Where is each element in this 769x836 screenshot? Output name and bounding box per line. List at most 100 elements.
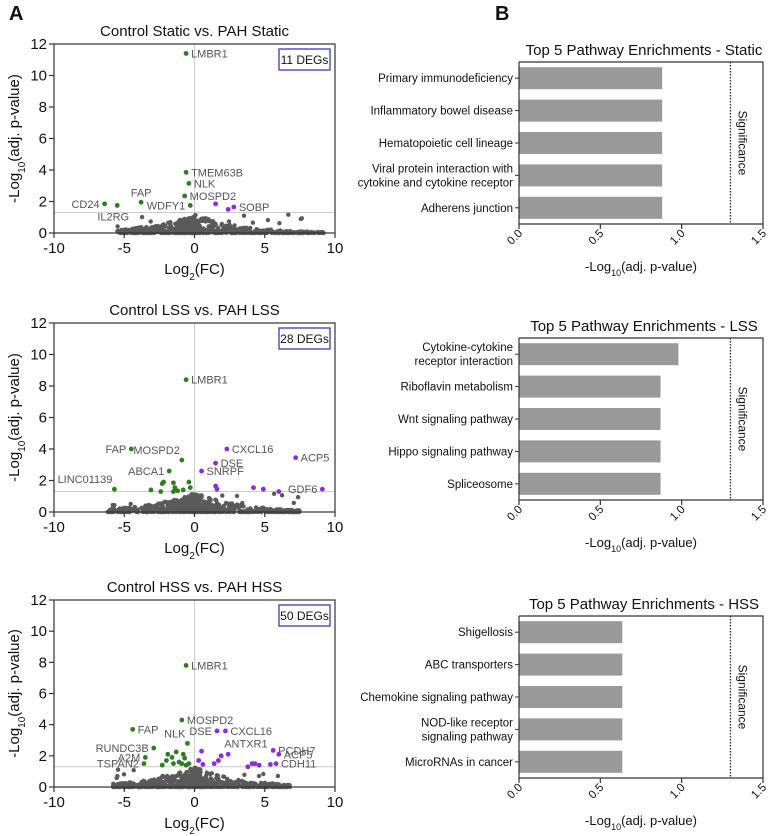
ns-point [253, 505, 259, 510]
ns-point [192, 776, 198, 781]
gene-label: FAP [131, 187, 152, 199]
category-label: Shigellosis [458, 627, 513, 639]
pathway-bar [519, 653, 623, 676]
ns-point [230, 228, 236, 234]
ns-point [229, 225, 234, 230]
ns-point [111, 507, 117, 512]
gene-label: IL2RG [97, 211, 129, 223]
gene-label: CDH11 [281, 759, 316, 771]
deg-point-down [185, 740, 190, 746]
gene-label: ABCA1 [128, 466, 164, 478]
y-tick-label: 10 [30, 347, 47, 364]
y-tick-label: 4 [39, 162, 47, 179]
x-axis-label: Log2(FC) [164, 815, 225, 836]
ns-point [283, 230, 288, 235]
ns-point [223, 500, 229, 506]
ns-point [225, 776, 230, 782]
ns-point [226, 219, 232, 224]
deg-point-down [180, 751, 186, 757]
ns-point [266, 509, 271, 514]
gene-label: TMEM63B [191, 167, 243, 179]
significance-label: Significance [735, 387, 749, 452]
y-axis-label: -Log10(adj. p-value) [6, 353, 28, 482]
ns-point [139, 784, 144, 789]
deg-point-up [211, 761, 217, 767]
x-tick-label: 1.0 [668, 782, 688, 802]
nonsignificant-points [115, 212, 326, 236]
ns-point [240, 226, 245, 231]
ns-point [259, 506, 265, 511]
deg-point-down [186, 180, 192, 186]
gene-label: ACP5 [301, 453, 330, 465]
ns-point [175, 781, 180, 786]
x-tick-label: 0.0 [505, 504, 525, 524]
gene-label: SOBP [239, 202, 270, 214]
deg-count-box [278, 48, 331, 71]
deg-point-up [199, 468, 204, 474]
deg-point-up [218, 753, 224, 759]
ns-point [209, 771, 214, 776]
ns-point [123, 227, 128, 232]
ns-point [187, 777, 193, 782]
ns-point [189, 221, 194, 226]
x-tick-label: -10 [43, 794, 65, 811]
ns-point [213, 497, 218, 502]
x-tick-label: 0.5 [587, 782, 607, 802]
ns-point [183, 498, 188, 503]
y-tick-label: 8 [39, 378, 47, 395]
deg-point-up [251, 485, 256, 490]
pathway-bar [519, 132, 663, 154]
deg-point-up [196, 758, 202, 763]
x-tick-label: -10 [43, 240, 65, 257]
deg-point-down [186, 761, 192, 767]
ns-point [207, 503, 212, 509]
deg-point-down [138, 199, 144, 205]
deg-point-down [186, 479, 192, 485]
category-label: Cytokine-cytokine receptor interaction [415, 342, 513, 368]
deg-point-up [273, 761, 279, 767]
gene-label: PCDH7 [278, 745, 315, 757]
ns-point [123, 783, 128, 788]
deg-count-label: 11 DEGs [281, 53, 329, 67]
deg-point-up [231, 204, 237, 210]
deg-point-up [276, 489, 282, 494]
x-tick-label: 1.5 [749, 504, 769, 524]
ns-point [232, 780, 238, 785]
y-tick-label: 0 [39, 504, 47, 521]
gene-label: TSPAN2 [97, 759, 139, 771]
deg-point-down [128, 446, 134, 452]
ns-point [159, 501, 164, 506]
ns-point [131, 768, 136, 773]
ns-point [201, 216, 206, 221]
ns-point [277, 221, 282, 226]
deg-point-down [171, 761, 176, 767]
x-tick-label: 1.0 [668, 228, 688, 248]
ns-point [147, 506, 152, 511]
volcano-plot-volcano-static: Control Static vs. PAH Static LMBR1 TMEM63… [6, 23, 343, 283]
ns-point [175, 220, 180, 225]
ns-point [204, 770, 210, 775]
deg-point-down [159, 762, 165, 768]
deg-count-label: 28 DEGs [280, 332, 329, 346]
ns-point [185, 780, 191, 785]
gene-label: DSE [189, 726, 212, 738]
pathway-chart-pathways-static: Top 5 Pathway Enrichments - Static Primar… [358, 42, 769, 278]
deg-point-down [142, 754, 148, 760]
gene-label: RUNDC3B [96, 743, 149, 755]
y-tick-label: 2 [39, 473, 47, 490]
ns-point [165, 500, 171, 506]
deg-point-down [183, 663, 189, 668]
y-tick-label: 2 [39, 748, 47, 765]
volcano-plot-volcano-hss: Control HSS vs. PAH HSS LMBR1 MOSPD2 FAP NLK… [6, 579, 343, 836]
chart-title: Control Static vs. PAH Static [100, 23, 289, 40]
deg-point-down [112, 486, 117, 492]
ns-point [154, 503, 159, 508]
category-label: Hippo signaling pathway [388, 446, 513, 458]
gene-label: A2M [118, 752, 141, 764]
deg-point-up [225, 751, 231, 757]
y-tick-label: 0 [39, 779, 47, 796]
deg-point-up [213, 201, 218, 207]
deg-point-up [199, 748, 204, 754]
x-tick-label: 1.5 [749, 228, 769, 248]
deg-point-up [319, 486, 325, 492]
